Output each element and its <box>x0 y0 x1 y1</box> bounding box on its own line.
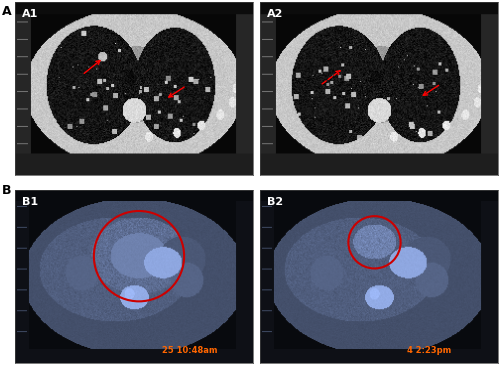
Text: B2: B2 <box>267 197 283 207</box>
Text: 4 2:23pm: 4 2:23pm <box>407 346 452 354</box>
Text: A: A <box>2 5 12 19</box>
Text: B: B <box>2 184 12 197</box>
Text: 25 10:48am: 25 10:48am <box>162 346 218 354</box>
Text: B1: B1 <box>22 197 38 207</box>
Text: A1: A1 <box>22 9 38 19</box>
Text: A2: A2 <box>267 9 283 19</box>
